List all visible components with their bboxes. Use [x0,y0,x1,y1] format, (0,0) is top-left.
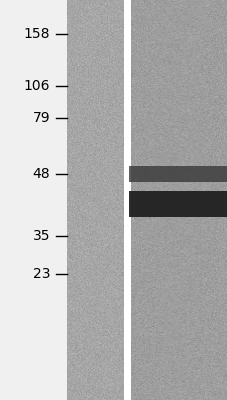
Bar [128,166,227,182]
Text: 106: 106 [24,79,50,93]
Bar [124,0,131,400]
Text: 48: 48 [32,167,50,181]
Text: 158: 158 [24,27,50,41]
Bar [67,0,124,400]
Text: 35: 35 [32,229,50,243]
Text: 79: 79 [32,111,50,125]
Text: 23: 23 [32,267,50,281]
Bar [128,191,227,217]
Bar [131,0,227,400]
